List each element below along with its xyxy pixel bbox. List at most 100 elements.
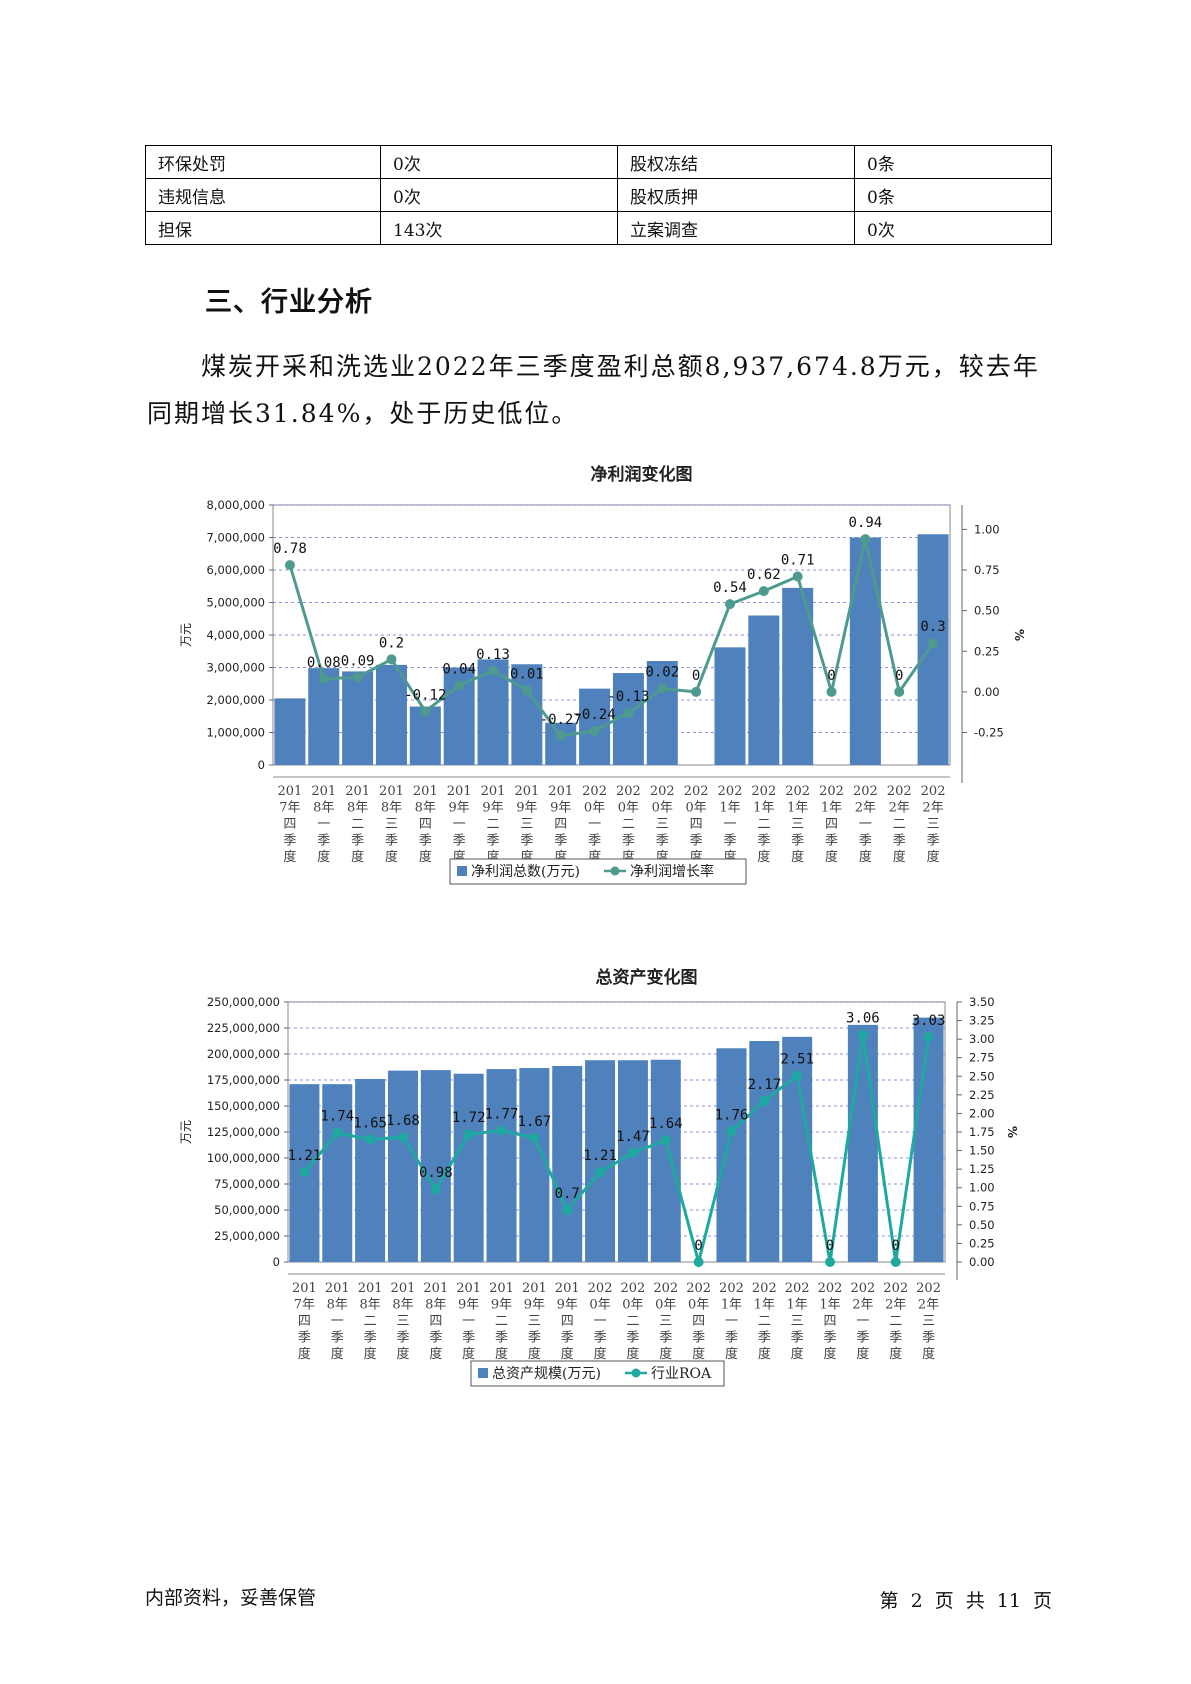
y2-tick-label: 1.75	[969, 1125, 995, 1139]
chart-title: 净利润变化图	[591, 464, 693, 485]
data-label: 0.54	[713, 580, 747, 596]
data-label: 0.98	[419, 1165, 453, 1181]
x-tick-label: 202 0年四季度	[684, 784, 709, 865]
bar	[519, 1068, 550, 1262]
bar	[748, 615, 780, 765]
bar	[453, 1073, 484, 1262]
table-label-cell: 立案调查	[617, 211, 855, 245]
legend-box	[470, 1360, 725, 1387]
x-tick-label: 202 0年四季度	[686, 1281, 711, 1362]
total-assets-chart-svg: 总资产变化图 0 25,000,000 50,000,000 75,000,000 100…	[179, 967, 1019, 1387]
bar	[913, 1017, 944, 1262]
line-point	[521, 685, 532, 696]
x-tick-label: 201 9年三季度	[522, 1281, 547, 1362]
line-point	[318, 673, 329, 684]
line-point	[529, 1132, 540, 1143]
line-point	[890, 1257, 901, 1267]
bar	[749, 1041, 780, 1262]
net-profit-chart: 净利润变化图 0 1,000,000 2,000,000 3,000,000 4,000,…	[0, 455, 1191, 915]
x-tick-label: 202 1年三季度	[785, 1281, 810, 1362]
x-tick-label: 201 7年四季度	[278, 784, 303, 865]
y-tick-label: 50,000,000	[214, 1203, 280, 1217]
y2-tick-label: 2.75	[969, 1051, 995, 1065]
legend-bar-label: 净利润总数(万元)	[471, 864, 580, 880]
bar	[646, 661, 678, 765]
x-tick-label: 201 8年三季度	[379, 784, 404, 865]
table-value-cell: 0条	[854, 145, 1052, 179]
legend-line-marker	[631, 1368, 641, 1378]
line-point	[488, 665, 499, 676]
data-label: 0.62	[747, 567, 781, 583]
data-label: 0.09	[341, 653, 375, 669]
section-title: 三、行业分析	[205, 287, 373, 318]
line-point	[923, 1031, 934, 1042]
table-value-cell: 0条	[854, 178, 1052, 212]
line-point	[463, 1129, 474, 1140]
table-label-cell: 股权质押	[617, 178, 855, 212]
data-label: 0.04	[442, 661, 476, 677]
y-tick-label: 0	[258, 758, 265, 772]
net-profit-chart-svg: 净利润变化图 0 1,000,000 2,000,000 3,000,000 4,000,…	[179, 464, 1026, 885]
y2-tick-label: -0.25	[974, 726, 1004, 740]
y2-tick-label: 0.50	[974, 604, 1000, 618]
bar	[617, 1060, 648, 1262]
data-label: -0.24	[573, 707, 615, 723]
data-label: 1.77	[485, 1107, 519, 1123]
x-tick-label: 202 0年三季度	[650, 784, 675, 865]
data-label: 1.76	[715, 1107, 749, 1123]
data-label: 0.08	[307, 655, 341, 671]
line-point	[660, 1135, 671, 1146]
y-tick-label: 125,000,000	[207, 1125, 280, 1139]
x-tick-label: 202 1年一季度	[719, 1281, 744, 1362]
data-label: 2.51	[780, 1052, 814, 1068]
data-label: -0.27	[540, 712, 582, 728]
line-point	[562, 1205, 573, 1215]
data-label: 1.21	[583, 1148, 617, 1164]
data-label: 1.72	[452, 1110, 486, 1126]
x-tick-label: 202 2年三季度	[921, 784, 946, 865]
x-tick-label: 202 0年一季度	[582, 784, 607, 865]
bar	[782, 587, 814, 765]
line-point	[726, 1126, 737, 1137]
y-tick-label: 8,000,000	[206, 498, 265, 512]
bar	[308, 668, 340, 765]
data-label: 0.01	[510, 666, 544, 682]
table-value-cell: 0次	[380, 178, 618, 212]
x-tick-label: 201 9年二季度	[489, 1281, 514, 1362]
table-value-cell: 0次	[380, 145, 618, 179]
x-tick-label: 201 9年三季度	[514, 784, 539, 865]
y-axis-label: 万元	[179, 1120, 193, 1144]
table-label-cell: 违规信息	[145, 178, 381, 212]
legend-bar-swatch	[478, 1368, 488, 1378]
y-tick-label: 100,000,000	[207, 1151, 280, 1165]
table-row: 违规信息 0次 股权质押 0条	[145, 178, 1052, 212]
y-tick-label: 225,000,000	[207, 1021, 280, 1035]
y-tick-label: 175,000,000	[207, 1073, 280, 1087]
y2-tick-label: 0.00	[974, 685, 1000, 699]
bar	[847, 1024, 878, 1262]
data-label: 1.65	[353, 1115, 387, 1131]
data-label: 0	[692, 668, 700, 684]
bar	[420, 1070, 451, 1262]
y-tick-label: 7,000,000	[206, 531, 265, 545]
line-point	[555, 730, 566, 741]
y-tick-label: 2,000,000	[206, 693, 265, 707]
y-tick-label: 1,000,000	[206, 726, 265, 740]
bar	[585, 1060, 616, 1262]
x-tick-label: 201 9年二季度	[481, 784, 506, 865]
data-label: 0.7	[555, 1186, 580, 1202]
y-tick-label: 5,000,000	[206, 596, 265, 610]
data-label: 0.13	[476, 647, 510, 663]
line-point	[693, 1257, 704, 1267]
x-tick-label: 201 7年四季度	[292, 1281, 317, 1362]
data-label: 0	[827, 668, 835, 684]
y2-tick-label: 0.00	[969, 1255, 995, 1269]
line-point	[825, 1257, 836, 1267]
legend-bar-swatch	[457, 866, 467, 876]
y-tick-label: 250,000,000	[207, 995, 280, 1009]
line-point	[454, 680, 465, 691]
x-tick-label: 201 9年四季度	[555, 1281, 580, 1362]
y2-tick-label: 0.75	[969, 1199, 995, 1213]
bar	[917, 534, 949, 765]
legend-line-label: 行业ROA	[651, 1366, 712, 1382]
